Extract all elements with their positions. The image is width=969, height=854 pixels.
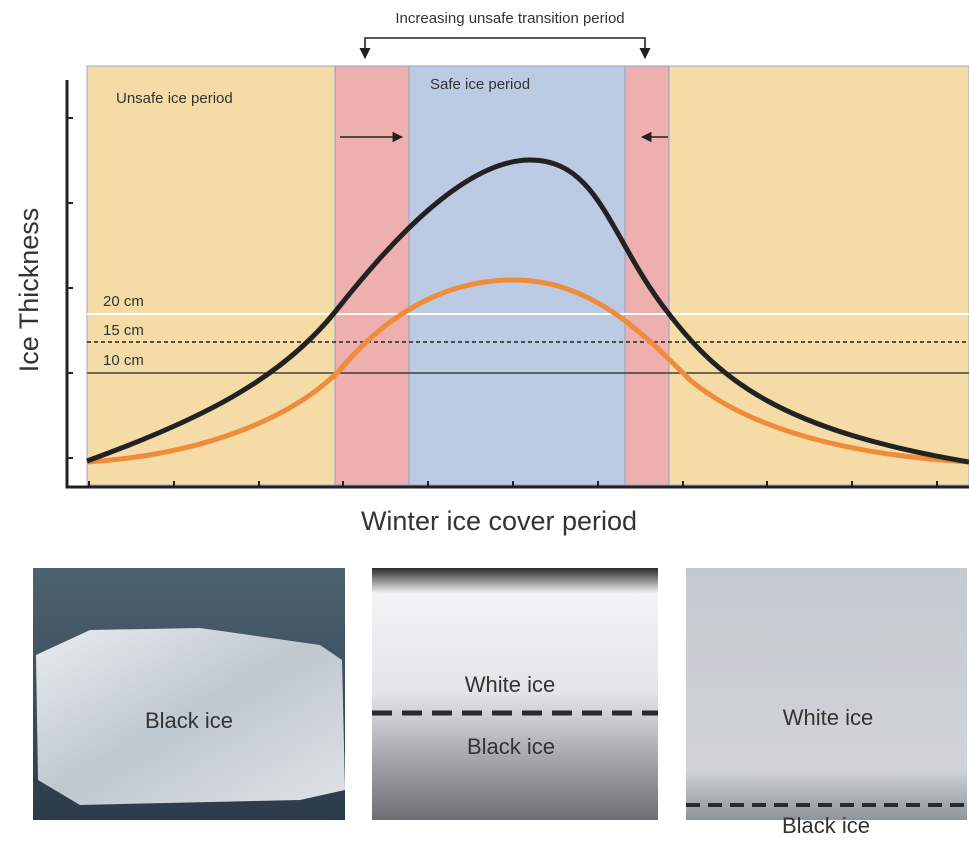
y-axis-label: Ice Thickness — [14, 208, 44, 373]
threshold-label: 20 cm — [103, 293, 144, 310]
photo-label: Black ice — [782, 813, 870, 838]
period-label: Unsafe ice period — [116, 90, 233, 107]
threshold-label: 15 cm — [103, 322, 144, 339]
photo-label: Black ice — [467, 734, 555, 759]
bracket — [365, 38, 645, 58]
photo: White ice Black ice — [372, 568, 658, 820]
photo: White ice Black ice — [686, 568, 967, 838]
photo-label: White ice — [465, 672, 555, 697]
threshold-label: 10 cm — [103, 352, 144, 369]
safe-region — [409, 66, 625, 485]
photo-label: White ice — [783, 705, 873, 730]
photo: Black ice — [33, 568, 345, 820]
x-axis-label: Winter ice cover period — [361, 506, 637, 536]
figure: Increasing unsafe transition period Unsa… — [0, 0, 969, 849]
bracket-label: Increasing unsafe transition period — [395, 10, 624, 27]
transition-region — [625, 66, 669, 485]
transition-region — [335, 66, 409, 485]
period-label: Safe ice period — [430, 76, 530, 93]
photo-label: Black ice — [145, 708, 233, 733]
